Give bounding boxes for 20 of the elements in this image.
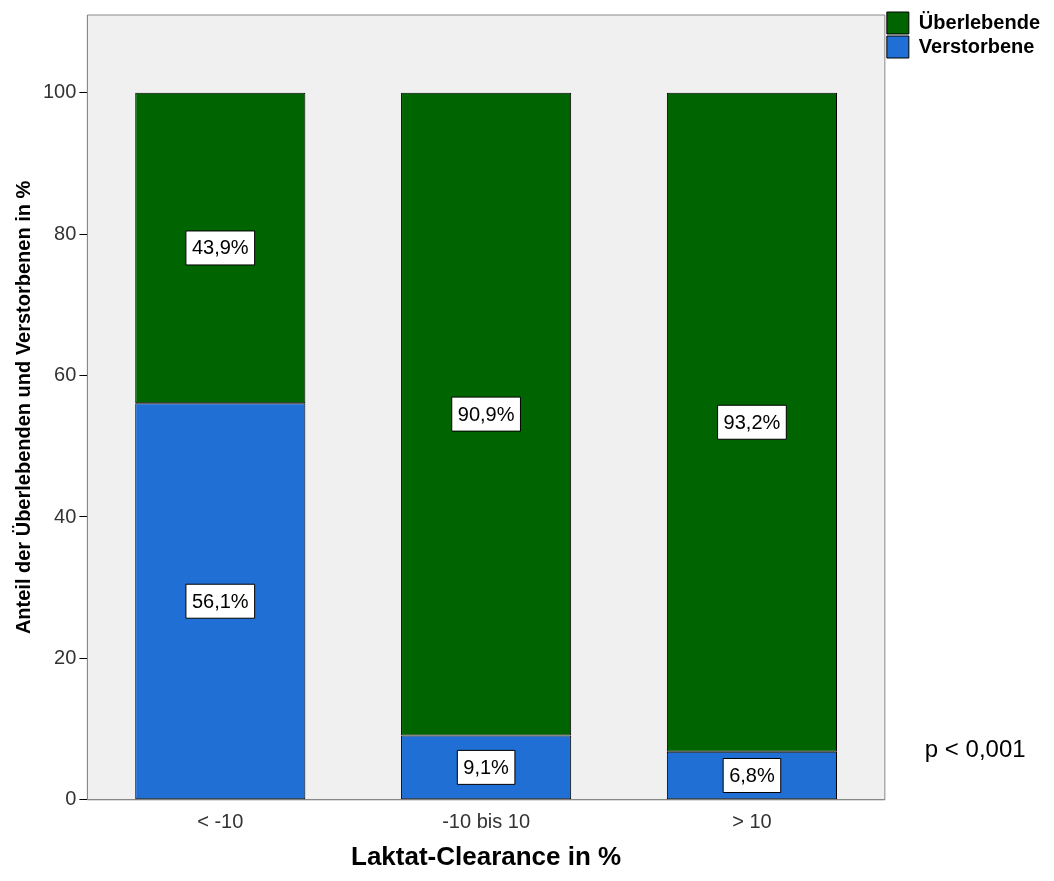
text: p < 0,001: [924, 734, 1026, 762]
x-tick-label: > 10: [732, 810, 772, 833]
y-tick-label: 100: [42, 80, 77, 103]
y-axis-title: Anteil der Überlebenden und Verstorbenen in %: [11, 180, 34, 635]
y-tick-label: 40: [54, 504, 77, 527]
x-tick-label: < -10: [197, 810, 244, 833]
data-label: 9,1%: [463, 755, 510, 778]
y-tick-label: 60: [54, 363, 77, 386]
x-tick-label: -10 bis 10: [442, 810, 531, 833]
data-label: 6,8%: [729, 764, 775, 787]
y-tick-label: 80: [54, 221, 77, 244]
legend-label: Überlebende: [918, 10, 1041, 33]
x-axis-title: Laktat-Clearance in %: [351, 840, 622, 871]
data-label: 43,9%: [191, 236, 249, 259]
y-tick-label: 20: [54, 645, 77, 668]
data-label: 90,9%: [457, 402, 515, 425]
y-tick-label: 0: [65, 787, 77, 810]
data-label: 93,2%: [723, 410, 781, 433]
data-label: 56,1%: [191, 589, 249, 612]
legend-label: Verstorbene: [918, 34, 1035, 57]
